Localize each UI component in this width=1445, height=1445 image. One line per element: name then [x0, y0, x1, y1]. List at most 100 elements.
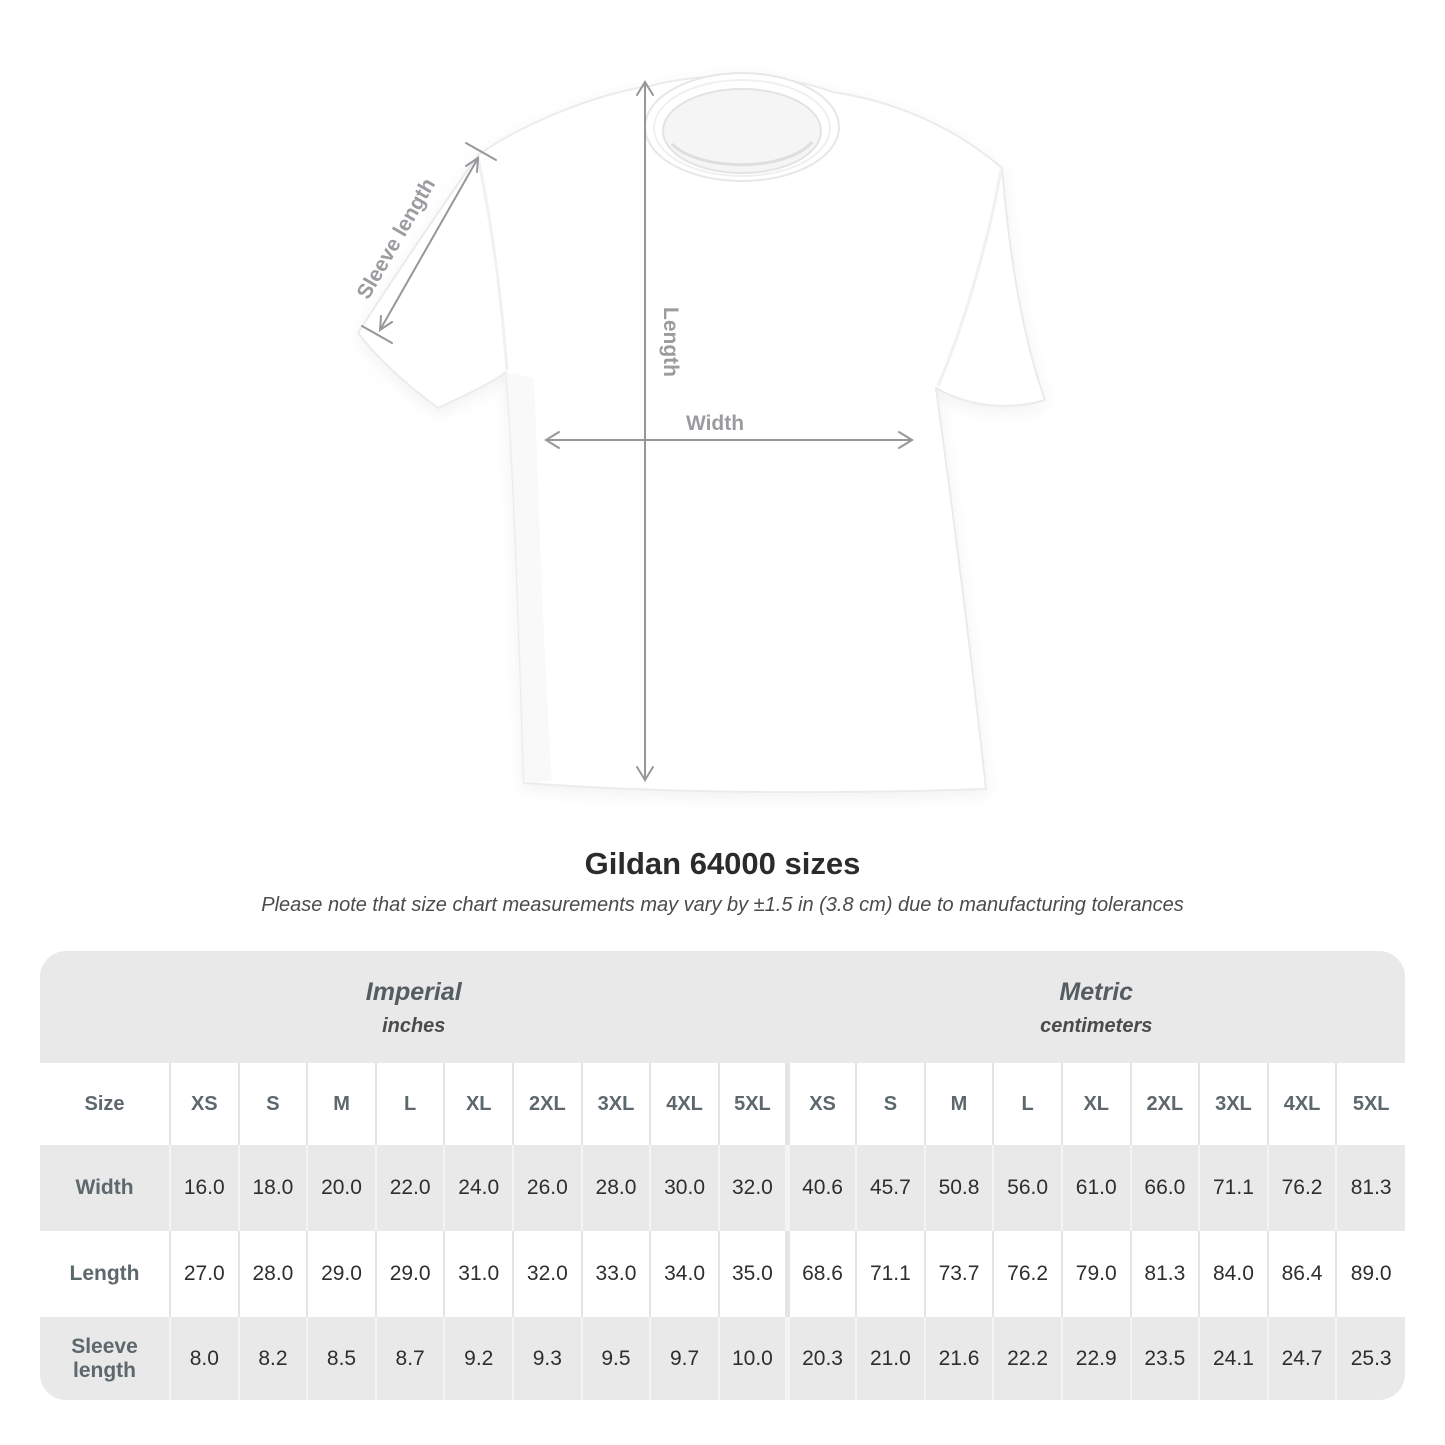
- cell: 23.5: [1129, 1317, 1200, 1400]
- body-shade: [506, 372, 552, 783]
- cell: 68.6: [784, 1231, 857, 1317]
- neck-opening: [662, 88, 822, 174]
- row-label: Length: [40, 1231, 170, 1317]
- cell: 24.0: [443, 1145, 514, 1231]
- cell: 76.2: [992, 1231, 1062, 1317]
- cell: 61.0: [1060, 1145, 1131, 1231]
- cell: 8.7: [374, 1317, 445, 1400]
- length-label: Length: [659, 307, 682, 377]
- imperial-title: Imperial: [365, 977, 462, 1006]
- cell: 18.0: [237, 1145, 308, 1231]
- cell: 31.0: [443, 1231, 514, 1317]
- cell: 32.0: [512, 1231, 582, 1317]
- size-corner-label: Size: [40, 1063, 170, 1145]
- cell: 35.0: [717, 1231, 788, 1317]
- size-col-header: 4XL: [649, 1063, 719, 1145]
- cell: 89.0: [1335, 1231, 1405, 1317]
- cell: 29.0: [306, 1231, 376, 1317]
- cell: 28.0: [580, 1145, 651, 1231]
- width-arrow: [544, 431, 914, 449]
- cell: 8.2: [237, 1317, 308, 1400]
- width-label: Width: [686, 412, 744, 435]
- cell: 16.0: [169, 1145, 239, 1231]
- metric-title: Metric: [1059, 977, 1134, 1006]
- tshirt-graphic: [357, 72, 1046, 794]
- cell: 81.3: [1335, 1145, 1405, 1231]
- width-row: Width 16.0 18.0 20.0 22.0 24.0 26.0 28.0…: [40, 1145, 1405, 1231]
- size-col-header: 5XL: [717, 1063, 788, 1145]
- cell: 22.0: [374, 1145, 445, 1231]
- cell: 32.0: [717, 1145, 788, 1231]
- cell: 71.1: [1198, 1145, 1268, 1231]
- cell: 8.5: [306, 1317, 376, 1400]
- cell: 66.0: [1129, 1145, 1200, 1231]
- size-col-header: XS: [169, 1063, 239, 1145]
- cell: 33.0: [580, 1231, 651, 1317]
- right-sleeve-seam: [936, 169, 1003, 387]
- cell: 21.6: [923, 1317, 994, 1400]
- metric-section-header: Metric centimeters: [787, 951, 1405, 1063]
- cell: 9.2: [443, 1317, 514, 1400]
- size-col-header: XL: [443, 1063, 514, 1145]
- cell: 86.4: [1266, 1231, 1337, 1317]
- cell: 21.0: [855, 1317, 925, 1400]
- cell: 84.0: [1198, 1231, 1268, 1317]
- measurement-annotations: [361, 80, 914, 782]
- cell: 9.7: [649, 1317, 719, 1400]
- cell: 10.0: [717, 1317, 788, 1400]
- metric-units: centimeters: [1040, 1014, 1153, 1037]
- imperial-section-header: Imperial inches: [40, 951, 788, 1063]
- cell: 71.1: [855, 1231, 925, 1317]
- size-col-header: L: [992, 1063, 1062, 1145]
- size-col-header: 2XL: [512, 1063, 582, 1145]
- size-col-header: L: [374, 1063, 445, 1145]
- cell: 45.7: [855, 1145, 925, 1231]
- tshirt-size-diagram: Width Length Sleeve length: [353, 72, 1046, 794]
- length-row: Length 27.0 28.0 29.0 29.0 31.0 32.0 33.…: [40, 1231, 1405, 1317]
- left-sleeve-seam: [476, 156, 509, 371]
- size-col-header: XS: [784, 1063, 857, 1145]
- section-header-row: Imperial inches Metric centimeters: [40, 951, 1405, 1063]
- page-title: Gildan 64000 sizes: [584, 846, 861, 881]
- size-col-header: S: [237, 1063, 308, 1145]
- size-col-header: 2XL: [1129, 1063, 1200, 1145]
- size-header-row: Size XS S M L XL 2XL 3XL 4XL 5XL XS S M …: [40, 1063, 1405, 1145]
- cell: 56.0: [992, 1145, 1062, 1231]
- tolerance-note: Please note that size chart measurements…: [261, 894, 1184, 916]
- size-col-header: M: [306, 1063, 376, 1145]
- size-col-header: 4XL: [1266, 1063, 1337, 1145]
- cell: 29.0: [374, 1231, 445, 1317]
- cell: 50.8: [923, 1145, 994, 1231]
- size-col-header: S: [855, 1063, 925, 1145]
- cell: 20.3: [784, 1317, 857, 1400]
- imperial-units: inches: [382, 1014, 446, 1037]
- cell: 20.0: [306, 1145, 376, 1231]
- collar-rib-line: [653, 79, 831, 177]
- row-label: Sleeve length: [40, 1317, 170, 1400]
- size-col-header: 3XL: [1198, 1063, 1268, 1145]
- cell: 81.3: [1129, 1231, 1200, 1317]
- cell: 25.3: [1335, 1317, 1405, 1400]
- cell: 24.7: [1266, 1317, 1337, 1400]
- row-label: Width: [40, 1145, 170, 1231]
- size-table: Imperial inches Metric centimeters Size …: [40, 951, 1405, 1400]
- cell: 8.0: [169, 1317, 239, 1400]
- size-col-header: 3XL: [580, 1063, 651, 1145]
- cell: 30.0: [649, 1145, 719, 1231]
- sleeve-length-row: Sleeve length 8.0 8.2 8.5 8.7 9.2 9.3 9.…: [40, 1317, 1405, 1400]
- cell: 34.0: [649, 1231, 719, 1317]
- size-col-header: 5XL: [1335, 1063, 1405, 1145]
- cell: 40.6: [784, 1145, 857, 1231]
- sleeve-length-arrow: [361, 142, 497, 344]
- cell: 28.0: [237, 1231, 308, 1317]
- cell: 9.3: [512, 1317, 582, 1400]
- size-col-header: XL: [1060, 1063, 1131, 1145]
- size-col-header: M: [923, 1063, 994, 1145]
- cell: 26.0: [512, 1145, 582, 1231]
- length-arrow: [636, 80, 654, 782]
- cell: 76.2: [1266, 1145, 1337, 1231]
- cell: 22.2: [992, 1317, 1062, 1400]
- cell: 27.0: [169, 1231, 239, 1317]
- cell: 22.9: [1060, 1317, 1131, 1400]
